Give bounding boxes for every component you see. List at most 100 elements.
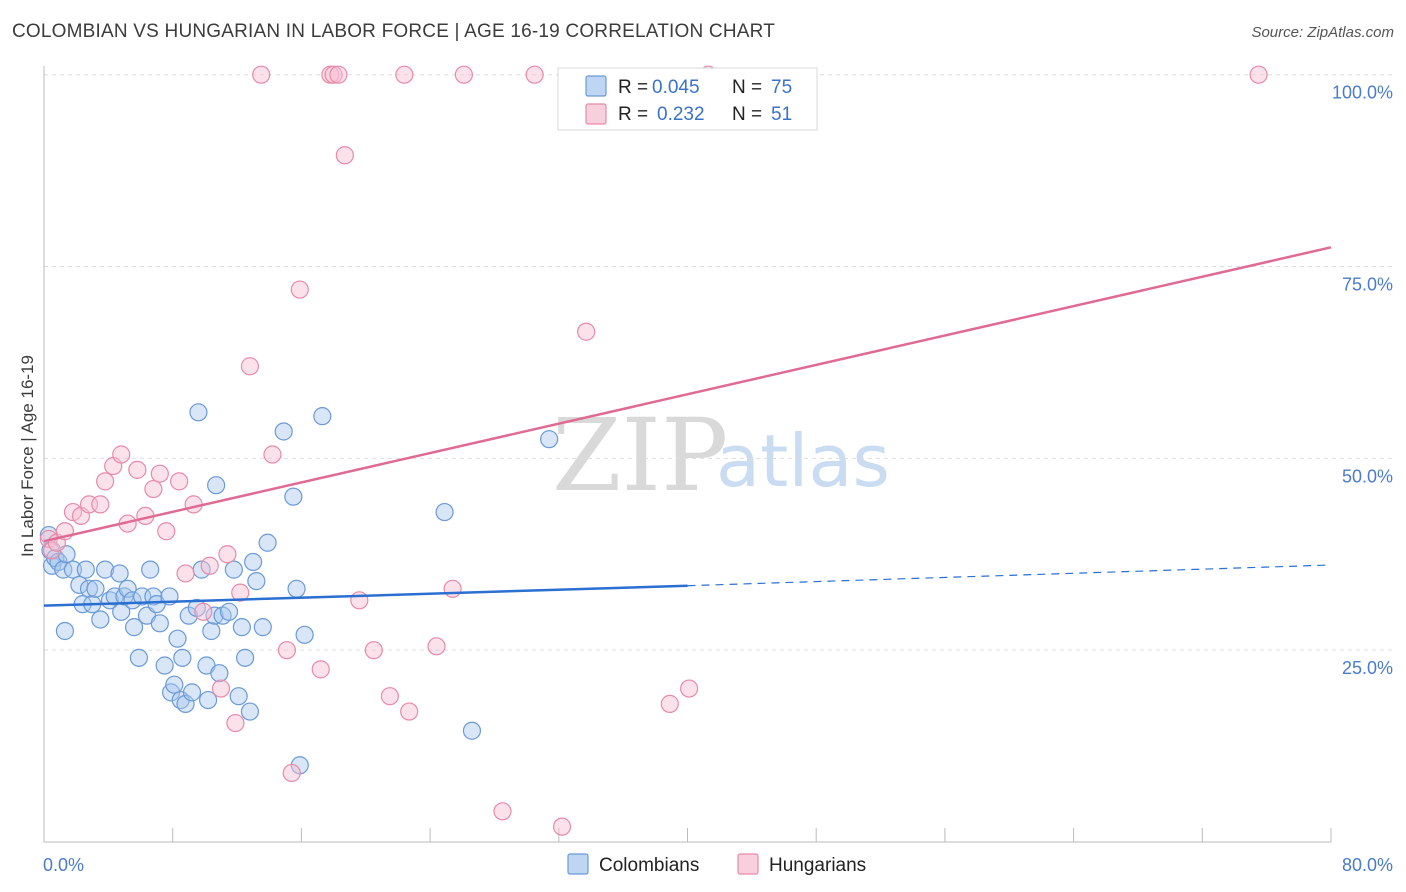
trend-lines: [43, 246, 1332, 607]
data-point-hungarians: [252, 65, 271, 84]
y-tick-label-75: 75.0%: [1342, 275, 1393, 295]
data-point-hungarians: [427, 637, 446, 656]
data-point-colombians: [244, 552, 263, 572]
data-point-colombians: [165, 675, 184, 694]
series-legend: Colombians Hungarians: [567, 853, 866, 876]
data-point-hungarians: [577, 322, 596, 341]
data-point-colombians: [168, 629, 187, 648]
data-point-colombians: [150, 614, 169, 633]
data-point-colombians: [141, 560, 160, 579]
x-tick-labels: 0.0% 80.0%: [43, 855, 1393, 875]
data-point-colombians: [540, 430, 559, 449]
data-point-hungarians: [1249, 65, 1268, 84]
y-tick-label-25: 25.0%: [1342, 658, 1393, 678]
data-point-colombians: [253, 618, 272, 637]
legend-r-label-hungarians: R =: [618, 104, 648, 125]
trend-line-hungarians: [43, 246, 1332, 543]
data-point-hungarians: [211, 679, 231, 698]
data-point-hungarians: [454, 65, 473, 84]
data-point-hungarians: [680, 679, 699, 698]
legend-n-label-hungarians: N =: [732, 104, 762, 125]
trend-line-colombians-extension: [687, 564, 1332, 587]
bottom-legend-label-colombians: Colombians: [599, 855, 699, 876]
series-hungarians: [39, 65, 1268, 836]
data-point-colombians: [258, 533, 277, 552]
bottom-legend-label-hungarians: Hungarians: [769, 855, 866, 876]
data-point-colombians: [435, 502, 454, 522]
legend-n-label-colombians: N =: [732, 77, 762, 98]
data-point-colombians: [247, 572, 266, 591]
y-tick-label-100: 100.0%: [1332, 83, 1393, 103]
data-point-colombians: [229, 687, 248, 706]
data-point-hungarians: [200, 556, 219, 575]
data-point-colombians: [189, 403, 208, 422]
data-point-hungarians: [350, 591, 369, 610]
data-point-hungarians: [91, 495, 110, 514]
data-point-hungarians: [290, 280, 309, 299]
legend-r-value-hungarians: 0.232: [657, 104, 705, 125]
data-point-hungarians: [184, 495, 203, 514]
data-point-colombians: [219, 602, 239, 621]
source-credit: Source: ZipAtlas.com: [1251, 24, 1394, 41]
data-point-colombians: [76, 560, 95, 579]
data-point-hungarians: [218, 545, 237, 564]
data-point-colombians: [173, 648, 192, 667]
data-point-colombians: [79, 579, 99, 598]
data-point-colombians: [295, 625, 314, 644]
y-axis-label: In Labor Force | Age 16-19: [18, 355, 37, 557]
data-point-hungarians: [395, 65, 414, 84]
data-point-hungarians: [660, 694, 679, 713]
data-point-colombians: [284, 487, 303, 506]
trend-line-colombians: [43, 584, 688, 607]
data-point-colombians: [202, 621, 221, 641]
data-point-hungarians: [128, 460, 147, 479]
data-point-hungarians: [324, 65, 343, 84]
data-point-colombians: [182, 683, 202, 702]
data-point-hungarians: [144, 479, 163, 499]
data-point-hungarians: [443, 579, 462, 598]
data-point-colombians: [63, 560, 83, 579]
data-point-colombians: [224, 560, 243, 579]
data-point-colombians: [232, 618, 251, 637]
data-point-hungarians: [335, 146, 354, 165]
x-tick-label-max: 80.0%: [1342, 855, 1393, 875]
data-point-colombians: [118, 579, 137, 598]
data-point-colombians: [176, 694, 195, 713]
data-point-hungarians: [493, 802, 512, 821]
x-tick-label-min: 0.0%: [43, 855, 84, 875]
data-point-colombians: [123, 591, 142, 610]
chart-title: COLOMBIAN VS HUNGARIAN IN LABOR FORCE | …: [12, 21, 776, 42]
data-point-hungarians: [112, 445, 131, 464]
legend-swatch-hungarians: [585, 103, 607, 125]
data-point-colombians: [235, 648, 255, 667]
data-point-hungarians: [400, 702, 419, 721]
data-point-colombians: [86, 579, 105, 598]
legend-r-label-colombians: R =: [618, 77, 648, 98]
watermark-zip: ZIP: [552, 397, 728, 514]
data-point-hungarians: [176, 564, 195, 583]
y-tick-label-50: 50.0%: [1342, 466, 1393, 486]
data-point-colombians: [155, 656, 174, 675]
data-point-hungarians: [231, 583, 250, 602]
data-point-colombians: [462, 721, 482, 740]
data-point-colombians: [96, 560, 115, 579]
data-point-hungarians: [364, 641, 383, 660]
data-point-colombians: [129, 648, 149, 667]
data-point-colombians: [207, 476, 226, 495]
legend-swatch-colombians: [585, 75, 607, 97]
data-point-colombians: [198, 690, 218, 710]
data-point-hungarians: [157, 522, 176, 541]
data-point-hungarians: [240, 357, 260, 376]
bottom-legend-swatch-colombians: [567, 853, 589, 875]
data-point-colombians: [54, 560, 73, 579]
data-point-hungarians: [311, 660, 330, 679]
data-point-hungarians: [380, 687, 399, 706]
data-point-hungarians: [277, 641, 297, 660]
data-point-hungarians: [170, 472, 189, 491]
watermark-atlas: atlas: [716, 419, 890, 503]
legend-n-value-hungarians: 51: [771, 104, 792, 125]
data-point-colombians: [313, 407, 332, 426]
data-point-colombians: [274, 422, 293, 441]
data-point-hungarians: [552, 817, 572, 836]
